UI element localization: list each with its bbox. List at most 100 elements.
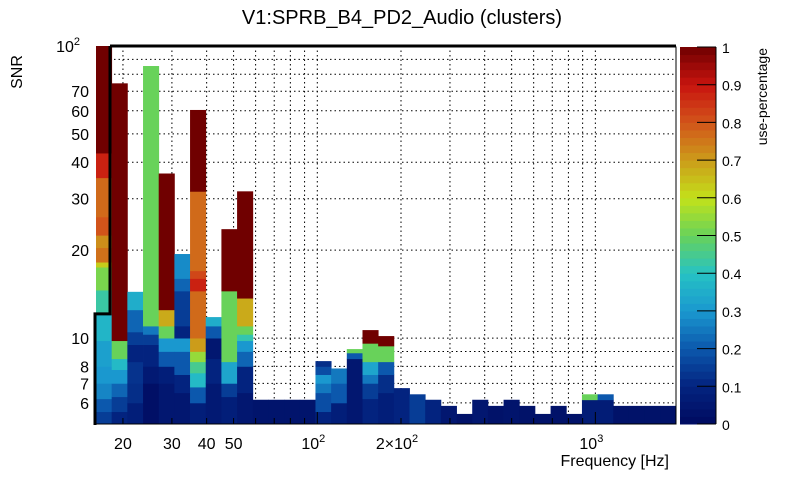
heatmap-cell xyxy=(190,278,207,292)
heatmap-cell xyxy=(440,405,457,425)
heatmap-cell xyxy=(566,413,583,425)
colorbar-tick-label: 1 xyxy=(722,40,730,56)
x-tick-label: 103 xyxy=(579,433,603,453)
colorbar-swatch xyxy=(680,220,716,229)
heatmap-cell xyxy=(174,374,191,394)
colorbar-tick-label: 0.5 xyxy=(722,229,742,245)
heatmap-cell xyxy=(127,344,144,363)
heatmap-cell xyxy=(158,173,175,311)
heatmap-cell xyxy=(237,191,254,299)
y-axis-ticks: 6 78 10 20 30 40 50 60 70 102 xyxy=(56,36,89,413)
heatmap-cell xyxy=(127,402,144,425)
heatmap-cell xyxy=(190,270,207,279)
heatmap-cell xyxy=(190,338,207,352)
y-tick-label: 8 xyxy=(80,359,89,376)
colorbar-swatch xyxy=(680,363,716,372)
grid-lines xyxy=(96,46,676,424)
heatmap-cell xyxy=(237,298,254,327)
y-tick-label: 20 xyxy=(71,243,89,260)
colorbar-swatch xyxy=(680,77,716,86)
y-tick-label: 102 xyxy=(56,36,80,56)
heatmap-cell xyxy=(205,358,222,384)
colorbar-tick-label: 0.2 xyxy=(722,342,742,358)
heatmap-cell xyxy=(158,326,175,339)
colorbar-tick-label: 0.7 xyxy=(722,153,742,169)
x-tick-label: 50 xyxy=(225,436,243,453)
heatmap-cell xyxy=(96,247,113,263)
colorbar: 0 0.1 0.2 0.3 0.4 0.5 0.6 0.7 0.8 0.9 1 xyxy=(680,40,742,433)
heatmap-cell xyxy=(143,344,160,367)
heatmap-cell xyxy=(315,411,332,425)
heatmap-cell xyxy=(205,338,222,360)
colorbar-swatch xyxy=(680,295,716,304)
heatmap-cell xyxy=(362,398,379,425)
heatmap-cell xyxy=(346,358,363,425)
colorbar-swatch xyxy=(680,190,716,199)
heatmap-cell xyxy=(96,216,113,236)
heatmap-cell xyxy=(205,317,222,327)
colorbar-swatch xyxy=(680,265,716,274)
colorbar-swatch xyxy=(680,47,716,56)
heatmap-cell xyxy=(111,411,128,425)
heatmap-cell xyxy=(111,396,128,413)
heatmap-cell xyxy=(378,361,395,375)
heatmap-cell xyxy=(190,351,207,363)
heatmap-cell xyxy=(96,313,113,342)
heatmap-cell xyxy=(96,398,113,413)
colorbar-tick-label: 0 xyxy=(722,417,730,433)
heatmap-cell xyxy=(315,366,332,375)
heatmap-cell xyxy=(284,399,301,425)
heatmap-cell xyxy=(252,399,269,425)
heatmap-cell xyxy=(143,334,160,345)
colorbar-swatch xyxy=(680,273,716,282)
heatmap-cell xyxy=(96,46,113,154)
colorbar-swatch xyxy=(680,243,716,252)
heatmap-cell xyxy=(205,326,222,339)
colorbar-swatch xyxy=(680,303,716,312)
heatmap-cell xyxy=(550,405,567,425)
colorbar-swatch xyxy=(680,288,716,297)
heatmap-cell xyxy=(425,399,442,425)
colorbar-swatch xyxy=(680,235,716,244)
y-tick-label: 6 xyxy=(80,396,89,413)
y-tick-label: 50 xyxy=(71,127,89,144)
heatmap-cell xyxy=(143,383,160,425)
x-tick-label: 102 xyxy=(301,433,325,453)
heatmap-cells xyxy=(96,46,677,425)
heatmap-cell xyxy=(237,366,254,394)
colorbar-swatch xyxy=(680,99,716,108)
heatmap-cell xyxy=(378,374,395,394)
x-tick-label: 20 xyxy=(114,436,132,453)
colorbar-swatch xyxy=(680,325,716,335)
heatmap-cell xyxy=(315,383,332,394)
heatmap-cell xyxy=(534,413,551,425)
heatmap-cell xyxy=(378,336,395,347)
heatmap-cell xyxy=(331,402,348,425)
colorbar-swatch xyxy=(680,378,716,387)
heatmap-cell xyxy=(96,235,113,249)
heatmap-cell xyxy=(111,83,128,342)
colorbar-swatch xyxy=(680,107,716,116)
colorbar-swatch xyxy=(680,250,716,259)
y-tick-label: 10 xyxy=(71,331,89,348)
heatmap-cell xyxy=(111,383,128,398)
heatmap-cell xyxy=(221,229,238,292)
heatmap-cell xyxy=(190,372,207,388)
colorbar-swatch xyxy=(680,129,716,138)
colorbar-tick-label: 0.6 xyxy=(722,191,742,207)
heatmap-cell xyxy=(315,374,332,384)
heatmap-cell xyxy=(190,109,207,192)
heatmap-cell xyxy=(660,405,677,425)
x-axis-ticks: 20 30 40 50 102 2×102 103 xyxy=(114,412,603,453)
heatmap-cell xyxy=(127,383,144,404)
heatmap-cell xyxy=(96,290,113,315)
colorbar-swatch xyxy=(680,62,716,71)
colorbar-swatch xyxy=(680,416,716,425)
heatmap-cell xyxy=(346,352,363,360)
colorbar-swatch xyxy=(680,160,716,169)
heatmap-cell xyxy=(378,392,395,425)
heatmap-cell xyxy=(221,361,238,384)
heatmap-cell xyxy=(393,388,410,425)
colorbar-swatch xyxy=(680,348,716,357)
colorbar-swatch xyxy=(680,341,716,350)
